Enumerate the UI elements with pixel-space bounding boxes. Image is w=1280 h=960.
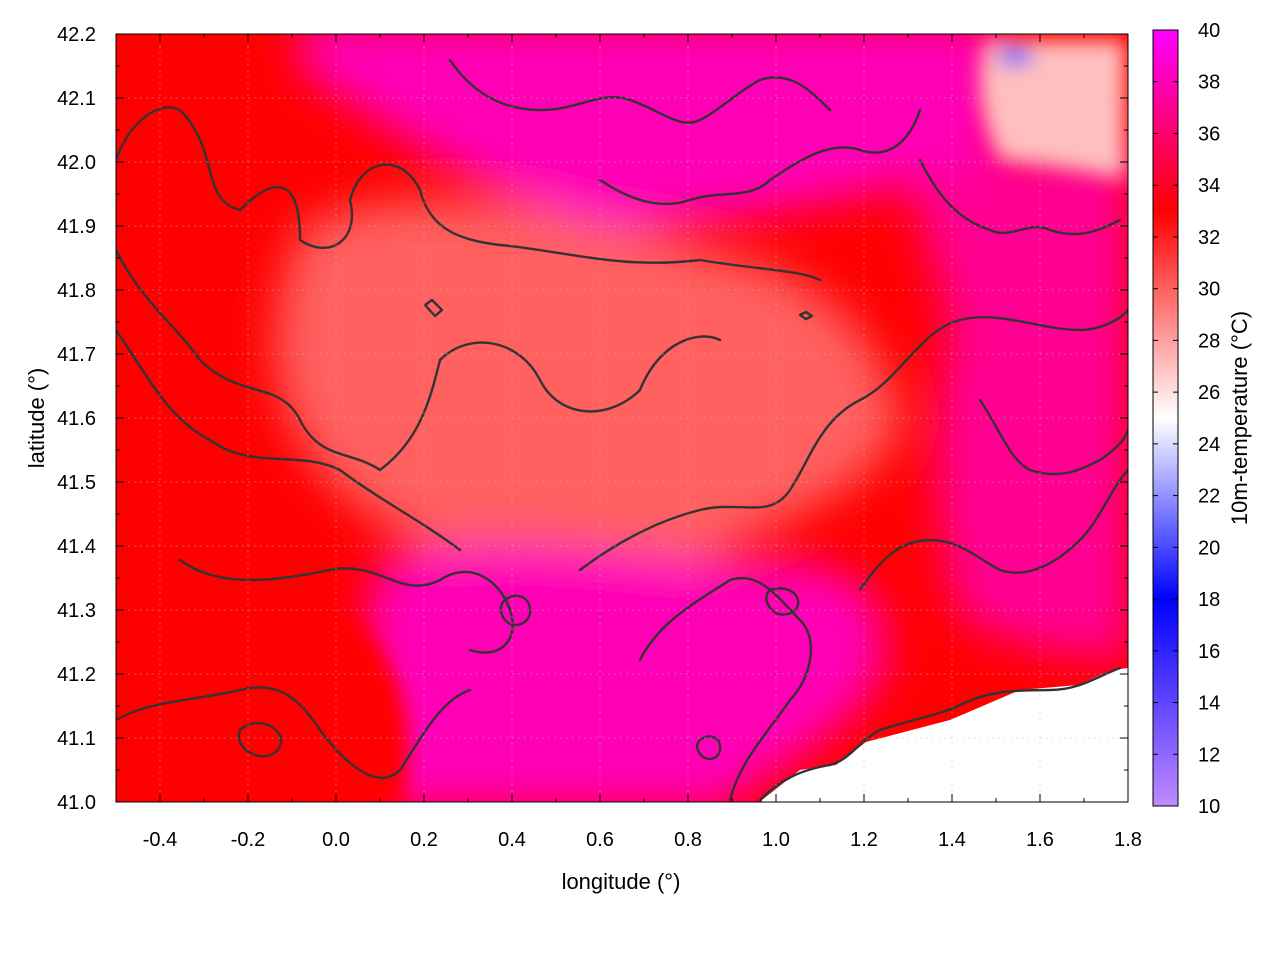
y-tick-label: 41.8 xyxy=(57,280,96,302)
colorbar-tick-label: 26 xyxy=(1198,382,1220,404)
x-tick-label: 0.0 xyxy=(322,829,350,851)
contour-line xyxy=(116,106,822,282)
y-axis-title: latitude (°) xyxy=(24,368,49,469)
colorbar-tick-label: 34 xyxy=(1198,175,1220,197)
colorbar-tick-label: 20 xyxy=(1198,537,1220,559)
colorbar-tick-label: 24 xyxy=(1198,434,1220,456)
colorbar-ticks: 10 12 14 16 18 20 22 24 26 28 30 32 34 36 38 40 xyxy=(1153,20,1220,818)
y-tick-label: 42.1 xyxy=(57,88,96,110)
x-tick-label: -0.2 xyxy=(231,829,265,851)
x-axis-title: longitude (°) xyxy=(562,869,681,894)
contour-line xyxy=(798,310,814,321)
heatmap-field xyxy=(275,34,1128,802)
y-tick-label: 41.6 xyxy=(57,408,96,430)
contour-line xyxy=(116,686,472,780)
region-western-lowland xyxy=(116,543,408,802)
x-tick-label: 1.0 xyxy=(762,829,790,851)
y-tick-label: 41.7 xyxy=(57,344,96,366)
x-tick-label: 0.2 xyxy=(410,829,438,851)
colorbar-tick-label: 40 xyxy=(1198,20,1220,42)
y-tick-label: 41.0 xyxy=(57,792,96,814)
contour-line xyxy=(448,58,832,124)
x-tick-label: 0.6 xyxy=(586,829,614,851)
x-tick-label: 1.8 xyxy=(1114,829,1142,851)
region-northeast-valley xyxy=(980,40,1125,180)
contour-line xyxy=(423,298,444,318)
contour-line xyxy=(765,587,800,616)
x-tick-label: 0.4 xyxy=(498,829,526,851)
region-southern-coast-range xyxy=(365,542,885,802)
y-tick-label: 41.2 xyxy=(57,664,96,686)
contour-line xyxy=(695,735,722,761)
colorbar-title: 10m-temperature (°C) xyxy=(1227,311,1252,525)
region-sea xyxy=(762,668,1128,802)
colorbar-gradient xyxy=(1152,29,1179,807)
x-tick-label: 1.6 xyxy=(1026,829,1054,851)
colorbar-tick-label: 22 xyxy=(1198,486,1220,508)
contour-line xyxy=(918,158,1122,236)
contour-line xyxy=(638,576,813,802)
colorbar-tick-label: 18 xyxy=(1198,589,1220,611)
x-tick-label: 0.8 xyxy=(674,829,702,851)
x-tick-label: -0.4 xyxy=(143,829,177,851)
y-tick-label: 42.2 xyxy=(57,24,96,46)
region-cool-spot xyxy=(997,47,1033,65)
colorbar-tick-label: 14 xyxy=(1198,693,1220,715)
colorbar-tick-label: 10 xyxy=(1198,796,1220,818)
region-northern-highland xyxy=(300,34,1000,230)
contour-line xyxy=(116,328,462,552)
contour-line xyxy=(758,666,1122,802)
y-tick-label: 41.9 xyxy=(57,216,96,238)
colorbar-tick-label: 28 xyxy=(1198,330,1220,352)
colorbar-tick-label: 12 xyxy=(1198,744,1220,766)
x-tick-label: 1.4 xyxy=(938,829,966,851)
y-tick-label: 41.1 xyxy=(57,728,96,750)
contour-lines xyxy=(116,58,1128,802)
plot-area: -0.4 -0.2 0.0 0.2 0.4 0.6 0.8 1.0 1.2 1.4 1.6 1.8 4… xyxy=(57,24,1142,851)
colorbar-tick-label: 16 xyxy=(1198,641,1220,663)
y-tick-label: 41.3 xyxy=(57,600,96,622)
colorbar: 10 12 14 16 18 20 22 24 26 28 30 32 34 36 38 40 10m-tem… xyxy=(1152,20,1252,818)
x-tick-label: 1.2 xyxy=(850,829,878,851)
y-tick-label: 41.5 xyxy=(57,472,96,494)
colorbar-tick-label: 38 xyxy=(1198,72,1220,94)
colorbar-tick-label: 36 xyxy=(1198,123,1220,145)
x-axis: -0.4 -0.2 0.0 0.2 0.4 0.6 0.8 1.0 1.2 1.4 1.6 1.8 xyxy=(115,34,1142,851)
grid-lines xyxy=(116,34,1128,802)
region-eastern-highland xyxy=(900,150,1128,660)
contour-line xyxy=(598,108,922,206)
y-tick-label: 42.0 xyxy=(57,152,96,174)
y-axis: 41.0 41.1 41.2 41.3 41.4 41.5 41.6 41.7 41.8 41.9… xyxy=(57,24,1128,814)
contour-line xyxy=(858,468,1128,592)
contour-line xyxy=(178,558,514,654)
contour-line xyxy=(116,248,722,472)
heatmap-detail xyxy=(116,40,1125,802)
contour-line xyxy=(499,594,532,627)
colorbar-tick-label: 30 xyxy=(1198,279,1220,301)
contour-line xyxy=(578,308,1128,572)
y-tick-label: 41.4 xyxy=(57,536,96,558)
contour-line xyxy=(237,721,283,758)
contour-line xyxy=(978,398,1128,476)
colorbar-tick-label: 32 xyxy=(1198,227,1220,249)
